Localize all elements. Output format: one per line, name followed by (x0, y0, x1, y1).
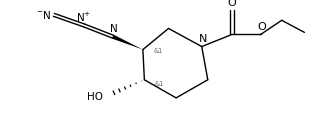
Text: $\mathsf{N^{+}}$: $\mathsf{N^{+}}$ (76, 11, 92, 24)
Polygon shape (112, 35, 143, 50)
Text: N: N (199, 34, 207, 44)
Text: $\mathsf{^{-}N}$: $\mathsf{^{-}N}$ (36, 9, 51, 21)
Text: &1: &1 (153, 48, 163, 54)
Text: HO: HO (87, 92, 103, 102)
Text: &1: &1 (155, 81, 164, 87)
Text: N: N (110, 24, 118, 34)
Text: O: O (227, 0, 236, 8)
Text: O: O (258, 22, 266, 32)
